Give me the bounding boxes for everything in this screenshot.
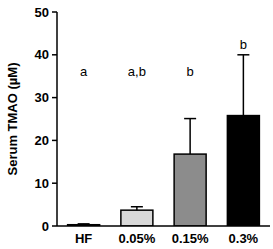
x-tick-label: 0.15% [172,231,209,246]
significance-letter: a,b [128,64,146,79]
x-tick-label: 0.05% [118,231,155,246]
y-tick-label: 0 [42,219,49,234]
x-tick-label: HF [75,231,92,246]
y-tick-label: 50 [35,5,49,20]
y-axis-label: Serum TMAO (µM) [5,63,20,176]
error-bar [131,207,143,210]
significance-letter: b [187,64,194,79]
x-tick-label: 0.3% [229,231,259,246]
bar [174,154,206,226]
chart-svg: 0 10 20 30 40 50 HF 0.05% 0.15% 0.3% a a,b b b Serum T… [0,0,273,249]
y-tick [52,140,57,142]
significance-letter: b [240,37,247,52]
y-axis [56,12,58,226]
y-tick [52,97,57,99]
bar [121,210,153,226]
y-tick [52,54,57,56]
bars [68,55,260,226]
y-tick [52,182,57,184]
y-tick-label: 40 [35,47,49,62]
error-bar [184,119,196,155]
y-tick-label: 10 [35,176,49,191]
error-bar [78,223,90,225]
error-bar [237,55,249,116]
significance-letter: a [80,64,88,79]
x-axis [57,225,270,227]
bar [227,116,259,226]
chart: 0 10 20 30 40 50 HF 0.05% 0.15% 0.3% a a,b b b Serum T… [0,0,273,249]
y-tick-label: 20 [35,133,49,148]
y-tick-label: 30 [35,90,49,105]
y-tick [52,11,57,13]
y-tick [52,225,57,227]
